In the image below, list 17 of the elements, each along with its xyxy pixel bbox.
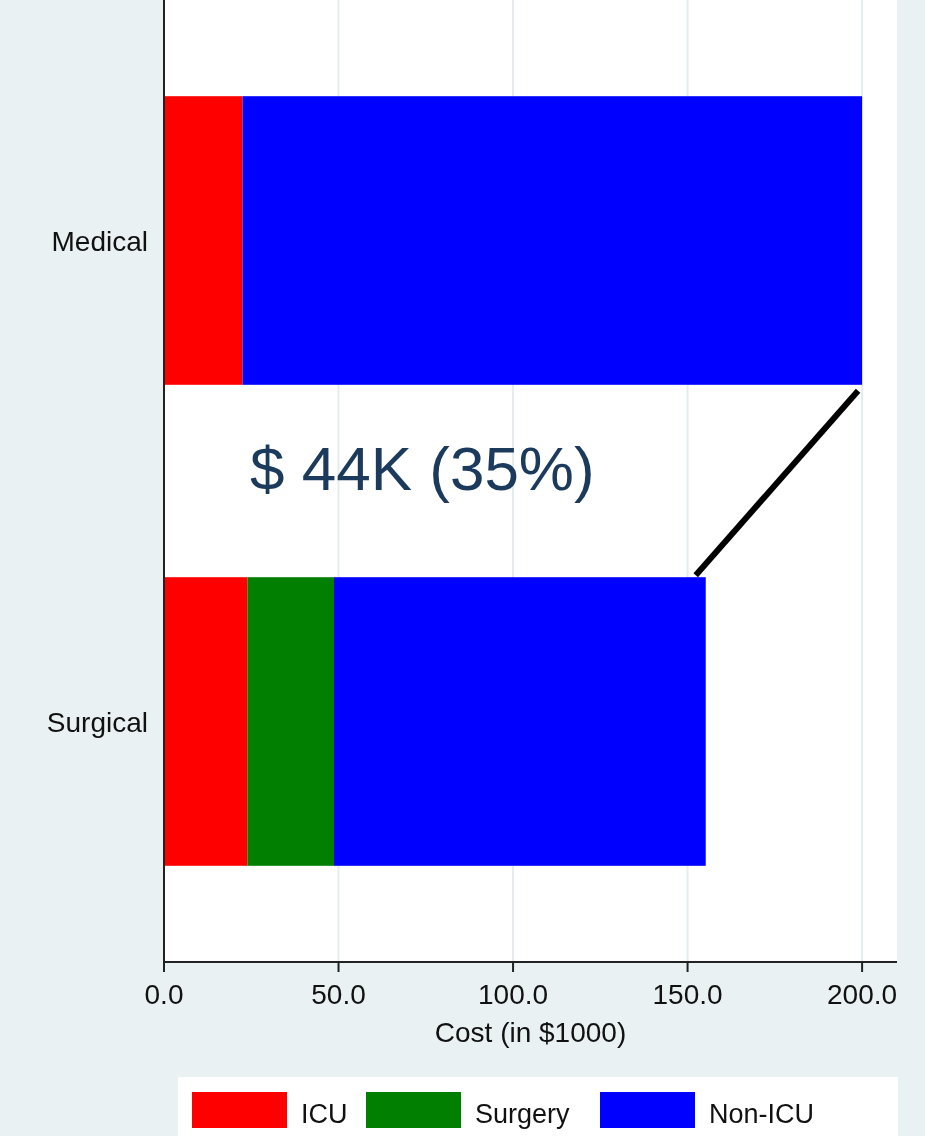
x-tick-label: 200.0: [827, 979, 898, 1010]
y-tick-label: Surgical: [46, 706, 148, 738]
bar: [164, 96, 243, 385]
y-tick-label: Medical: [51, 225, 148, 257]
legend-label: ICU: [301, 1099, 348, 1129]
legend-label: Non-ICU: [709, 1099, 815, 1129]
bar: [247, 577, 334, 866]
x-tick-label: 50.0: [311, 979, 366, 1010]
legend-label: Surgery: [475, 1099, 571, 1129]
bar: [164, 577, 248, 866]
x-tick-label: 0.0: [144, 979, 184, 1010]
annotation: $ 44K (35%): [250, 434, 595, 503]
bar: [242, 96, 863, 385]
bar: [333, 577, 706, 866]
x-tick-label: 100.0: [478, 979, 549, 1010]
x-axis-title: Cost (in $1000): [434, 1017, 627, 1048]
x-tick-label: 150.0: [652, 979, 723, 1010]
